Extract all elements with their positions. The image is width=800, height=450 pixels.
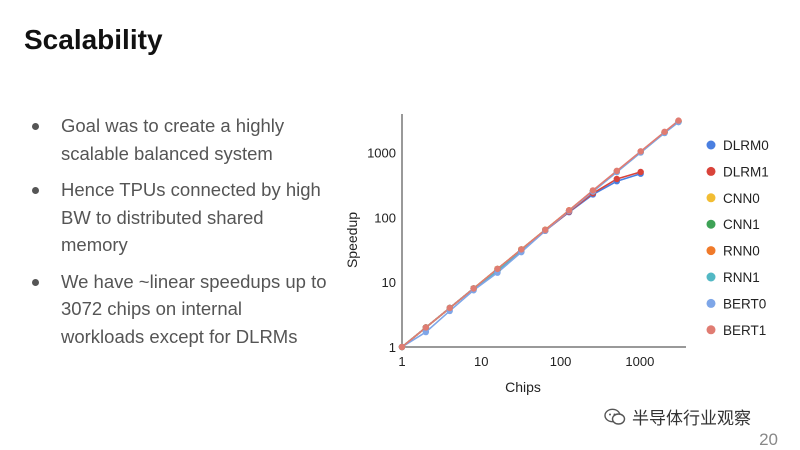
bullet-text: Goal was to create a highly scalable bal…: [61, 115, 285, 164]
series-lines: [401, 119, 680, 348]
bullet-item: We have ~linear speedups up to 3072 chip…: [30, 268, 330, 351]
data-point-bert1: [518, 246, 525, 253]
bullet-text: Hence TPUs connected by high BW to distr…: [61, 179, 321, 255]
legend-marker-rnn1: [706, 272, 716, 282]
data-point-bert1: [613, 167, 621, 175]
legend-marker-rnn0: [706, 246, 716, 256]
data-point-bert1: [675, 117, 682, 124]
page-number: 20: [759, 430, 778, 449]
x-tick-label: 1000: [625, 354, 654, 369]
slide-title: Scalability: [24, 24, 163, 55]
legend-label-dlrm0: DLRM0: [723, 138, 769, 153]
data-point-bert1: [542, 226, 549, 234]
data-point-bert1: [398, 343, 406, 351]
data-point-bert1: [446, 304, 453, 312]
x-tick-label: 10: [474, 354, 488, 369]
bullet-item: Goal was to create a highly scalable bal…: [30, 112, 330, 167]
x-tick-label: 1: [398, 354, 405, 369]
bullet-item: Hence TPUs connected by high BW to distr…: [30, 176, 330, 259]
data-point-dlrm1: [613, 175, 621, 183]
legend-label-rnn1: RNN1: [723, 270, 760, 285]
data-point-bert1: [494, 265, 501, 273]
bullet-dot: [32, 187, 39, 194]
data-point-dlrm1: [637, 168, 644, 176]
watermark: 半导体行业观察: [604, 404, 751, 429]
x-tick-label: 100: [550, 354, 572, 369]
legend-marker-cnn0: [706, 193, 716, 203]
legend-marker-dlrm1: [706, 166, 716, 176]
data-point-bert1: [565, 207, 573, 214]
chart-legend: DLRM0 DLRM1 CNN0 CNN1 RNN0 RNN1 BERT0 BERT1: [706, 138, 769, 338]
data-point-bert1: [661, 128, 668, 136]
legend-label-cnn0: CNN0: [723, 191, 760, 206]
data-point-bert0: [422, 328, 430, 336]
y-tick-label: 10: [382, 275, 396, 290]
legend-marker-cnn1: [706, 219, 716, 229]
data-point-bert1: [422, 324, 430, 331]
watermark-text: 半导体行业观察: [632, 409, 751, 428]
legend-label-bert1: BERT1: [723, 323, 766, 338]
legend-label-rnn0: RNN0: [723, 244, 760, 259]
legend-marker-bert1: [706, 325, 716, 335]
legend-label-dlrm1: DLRM1: [723, 164, 769, 179]
series-points: [398, 117, 682, 351]
series-line-bert1: [401, 119, 680, 348]
speedup-chart: 1 10 100 1000 1 10 100 1000 Chips Speedup DLRM0…: [344, 114, 769, 395]
y-tick-label: 1000: [367, 145, 396, 160]
data-point-bert1: [470, 285, 477, 292]
bullet-list: Goal was to create a highly scalable bal…: [30, 112, 330, 359]
y-tick-label: 100: [374, 210, 396, 225]
bullet-dot: [32, 278, 39, 286]
legend-label-bert0: BERT0: [723, 296, 766, 311]
y-axis-label: Speedup: [344, 212, 360, 268]
legend-label-cnn1: CNN1: [723, 217, 760, 232]
y-tick-label: 1: [389, 340, 396, 355]
legend-marker-dlrm0: [706, 140, 716, 150]
data-point-bert1: [637, 148, 644, 155]
x-axis-label: Chips: [505, 379, 541, 395]
data-point-bert1: [589, 187, 597, 194]
bullet-text: We have ~linear speedups up to 3072 chip…: [61, 270, 327, 347]
chart-axes: [401, 114, 686, 348]
tick-labels: 1 10 100 1000 1 10 100 1000: [367, 145, 654, 369]
bullet-dot: [32, 123, 39, 130]
legend-marker-bert0: [706, 298, 716, 308]
wechat-icon: [604, 408, 626, 425]
